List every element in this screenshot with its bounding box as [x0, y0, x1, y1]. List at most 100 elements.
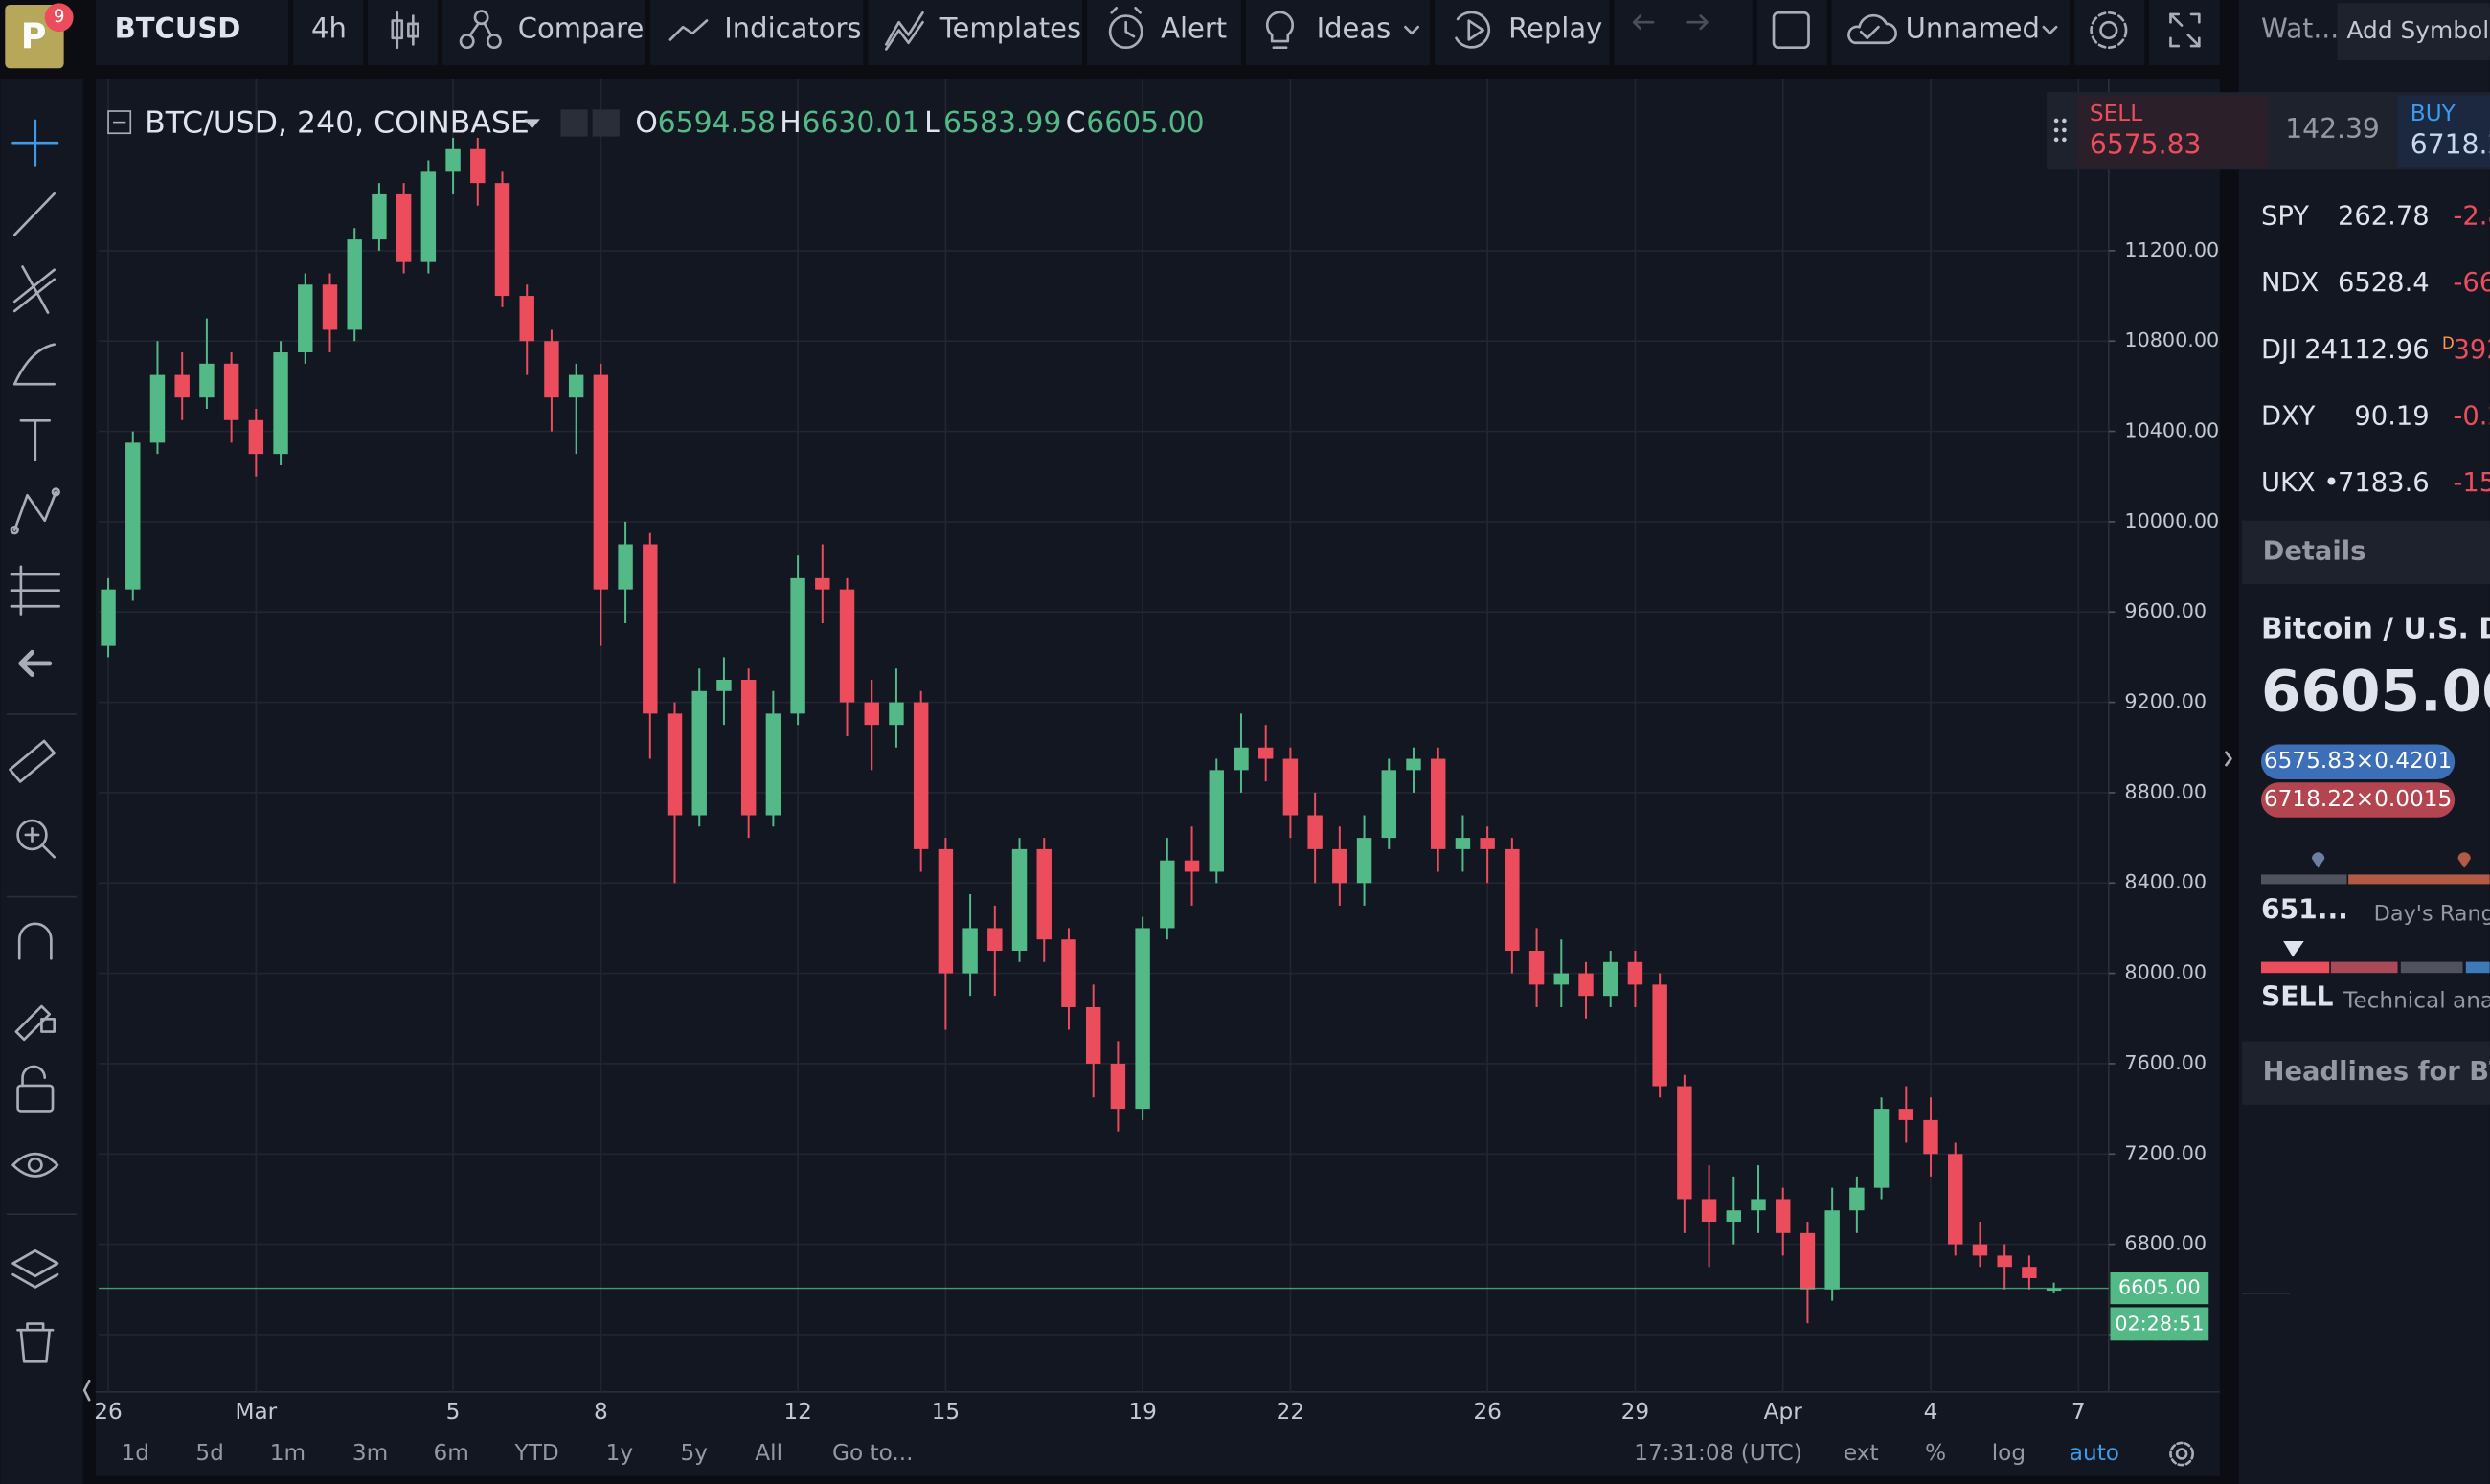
candle-body [1480, 838, 1495, 849]
fullscreen-icon[interactable] [2169, 12, 2201, 48]
range-buttons: 1d 5d 1m 3m 6m YTD 1y 5y All [121, 1440, 782, 1466]
range-button[interactable]: 3m [352, 1440, 388, 1466]
ideas-icon[interactable] [1265, 11, 1295, 50]
candle-body [1184, 860, 1200, 872]
watch-last: 7183.6 [2338, 468, 2430, 498]
watch-marker: D [2442, 334, 2455, 352]
candle-body [1528, 951, 1545, 985]
details-title[interactable]: Details [2263, 536, 2366, 566]
ideas-dropdown[interactable] [1404, 25, 1420, 35]
indicators-icon[interactable] [668, 19, 709, 41]
auto-toggle[interactable]: auto [2070, 1440, 2119, 1466]
interval[interactable]: 4h [311, 11, 347, 44]
compare[interactable]: Compare [518, 11, 645, 44]
log-toggle[interactable]: log [1992, 1440, 2026, 1466]
y-tick-label: 10000.00 [2124, 509, 2219, 532]
templates-icon[interactable] [885, 11, 924, 51]
candle-body [667, 713, 683, 816]
candle-body [1800, 1232, 1816, 1290]
alert-icon[interactable] [1108, 6, 1143, 50]
templates[interactable]: Templates [939, 11, 1081, 44]
sell-label: SELL [2090, 101, 2142, 126]
last-price: 6605.00 [2261, 660, 2490, 726]
candle-body [1160, 860, 1175, 929]
ideas[interactable]: Ideas [1317, 11, 1392, 44]
candle-body [1726, 1210, 1742, 1223]
percent-toggle[interactable]: % [1925, 1440, 1946, 1466]
y-tick-label: 9600.00 [2124, 599, 2207, 622]
candle-body [1824, 1210, 1840, 1290]
range-button[interactable]: 6m [433, 1440, 468, 1466]
candle-body [322, 284, 338, 330]
watch-change: -15. [2454, 468, 2490, 498]
range-button[interactable]: 1m [270, 1440, 306, 1466]
collapse-left[interactable] [82, 1379, 91, 1402]
watch-symbol[interactable]: DXY [2261, 401, 2316, 431]
watch-symbol[interactable]: NDX [2261, 268, 2319, 298]
ohlc-value: 6594.58 [658, 106, 776, 140]
indicators[interactable]: Indicators [724, 11, 861, 44]
candle-body [1997, 1255, 2012, 1268]
save-icon[interactable] [1847, 13, 1897, 45]
watch-last: 24112.96 [2304, 335, 2429, 365]
range-button[interactable]: 1d [121, 1440, 148, 1466]
settings-icon[interactable] [2090, 11, 2128, 50]
layout-dropdown[interactable] [2042, 25, 2058, 35]
sell-button[interactable] [2076, 95, 2268, 168]
add-symbol[interactable]: Add Symbol [2346, 16, 2489, 44]
legend-icon[interactable] [592, 109, 620, 137]
candle-body [913, 702, 929, 849]
x-tick-label: Mar [235, 1399, 277, 1425]
replay[interactable]: Replay [1508, 11, 1602, 44]
collapse-right[interactable] [2225, 751, 2232, 767]
headlines[interactable]: Headlines for BTCU [2263, 1057, 2490, 1087]
ext-toggle[interactable]: ext [1844, 1440, 1879, 1466]
legend-icon[interactable] [560, 109, 588, 137]
candle-body [1553, 973, 1570, 985]
range-button[interactable]: YTD [514, 1440, 559, 1466]
watch-symbol[interactable]: DJI [2261, 335, 2297, 365]
range-marker [2312, 852, 2325, 868]
candle-body [347, 239, 362, 330]
title-dropdown[interactable] [524, 119, 540, 129]
watch-symbol[interactable]: UKX • [2261, 468, 2339, 498]
left-toolbar [0, 79, 83, 1484]
add-symbol-button[interactable] [2337, 3, 2490, 60]
goto[interactable]: Go to... [832, 1440, 914, 1466]
candle-body [544, 341, 559, 398]
chart-style-icon[interactable] [391, 11, 419, 50]
range-button[interactable]: 5d [195, 1440, 223, 1466]
range-button[interactable]: All [755, 1440, 782, 1466]
collapse-legend[interactable] [107, 110, 132, 135]
drag-handle[interactable] [2053, 118, 2067, 143]
x-tick-label: 22 [1277, 1399, 1305, 1425]
rating-pointer [2283, 941, 2304, 957]
day-low: 651... [2261, 894, 2348, 926]
symbol[interactable]: BTCUSD [115, 11, 241, 44]
alert[interactable]: Alert [1161, 11, 1227, 44]
ohlc-value: 6605.00 [1086, 106, 1204, 140]
watchlist-title[interactable]: Wat... [2261, 12, 2339, 44]
layout-name[interactable]: Unnamed [1906, 11, 2040, 44]
buy-button[interactable] [2397, 95, 2490, 168]
candle-body [790, 577, 805, 714]
replay-icon[interactable] [1455, 11, 1491, 49]
watch-last: 90.19 [2354, 401, 2429, 431]
layout-icon[interactable] [1772, 11, 1810, 50]
range-button[interactable]: 5y [681, 1440, 709, 1466]
candle-body [1873, 1109, 1890, 1188]
left-tools[interactable] [9, 119, 60, 1363]
y-tick-label: 11200.00 [2124, 238, 2219, 261]
watch-symbol[interactable]: SPY [2261, 202, 2309, 232]
badge-count: 9 [54, 7, 65, 27]
range-button[interactable]: 1y [606, 1440, 634, 1466]
compare-icon[interactable] [459, 10, 502, 50]
technical-link[interactable]: Technical analy [2343, 988, 2490, 1014]
details-header[interactable] [2242, 520, 2490, 585]
candle-body [1110, 1063, 1126, 1110]
candle-body [691, 690, 707, 816]
headlines-header[interactable] [2242, 1041, 2490, 1105]
ohlc-letter: L [924, 106, 940, 140]
axis-settings[interactable] [2169, 1441, 2195, 1467]
